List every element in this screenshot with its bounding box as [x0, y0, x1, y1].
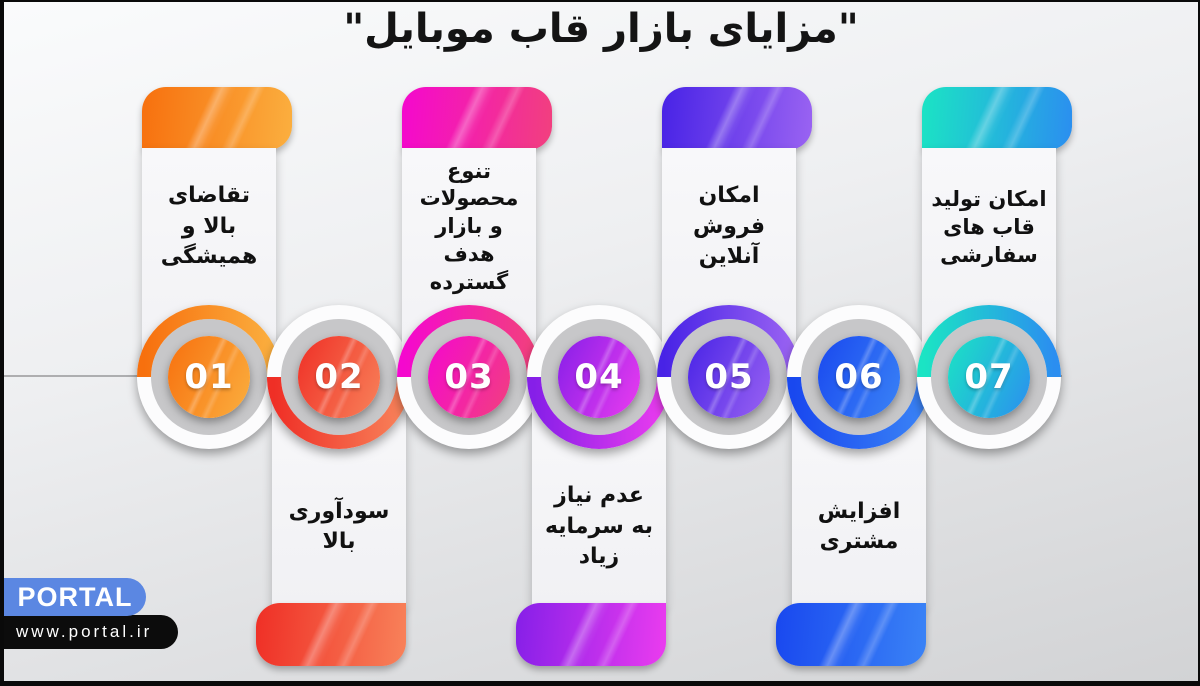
- item-number: 06: [834, 357, 884, 397]
- item-number-circle: 02: [298, 336, 380, 418]
- item-number: 03: [444, 357, 494, 397]
- item-label: امکان فروش آنلاین: [692, 183, 766, 270]
- website-badge: www.portal.ir: [4, 615, 178, 649]
- item-number-circle: 06: [818, 336, 900, 418]
- item-number: 02: [314, 357, 364, 397]
- page-title: "مزایای بازار قاب موبایل": [343, 6, 859, 52]
- circle-arc: [787, 376, 931, 449]
- website-url: www.portal.ir: [16, 622, 153, 641]
- circle-arc: [137, 305, 281, 378]
- item-number-circle: 03: [428, 336, 510, 418]
- item-circle: 02: [267, 305, 411, 449]
- item-label: سودآوری بالا: [288, 498, 390, 554]
- item-circle: 06: [787, 305, 931, 449]
- item-banner: [662, 87, 812, 150]
- circle-arc: [657, 305, 801, 378]
- brand-name: PORTAL: [17, 581, 133, 612]
- item-label: تنوع محصولات و بازار هدف گسترده: [419, 158, 519, 294]
- brand-badge: PORTAL: [4, 578, 146, 616]
- item-number-circle: 05: [688, 336, 770, 418]
- item-banner: [776, 603, 926, 666]
- item-number: 04: [574, 357, 624, 397]
- circle-arc: [267, 376, 411, 449]
- item-label: افزایش مشتری: [817, 498, 901, 554]
- item-circle: 03: [397, 305, 541, 449]
- item-banner: [922, 87, 1072, 150]
- item-banner: [142, 87, 292, 150]
- circle-arc: [527, 376, 671, 449]
- circle-arc: [397, 305, 541, 378]
- item-number-circle: 01: [168, 336, 250, 418]
- item-circle: 04: [527, 305, 671, 449]
- item-number-circle: 04: [558, 336, 640, 418]
- item-number: 07: [964, 357, 1014, 397]
- item-number: 01: [184, 357, 234, 397]
- item-label: عدم نیاز به سرمایه زیاد: [544, 483, 654, 570]
- item-circle: 01: [137, 305, 281, 449]
- item-number: 05: [704, 357, 754, 397]
- item-circle: 05: [657, 305, 801, 449]
- item-banner: [402, 87, 552, 150]
- item-circle: 07: [917, 305, 1061, 449]
- item-banner: [256, 603, 406, 666]
- item-banner: [516, 603, 666, 666]
- item-label: تقاضای بالا و همیشگی: [160, 183, 258, 270]
- item-number-circle: 07: [948, 336, 1030, 418]
- item-label: امکان تولید قاب های سفارشی: [931, 186, 1047, 268]
- circle-arc: [917, 305, 1061, 378]
